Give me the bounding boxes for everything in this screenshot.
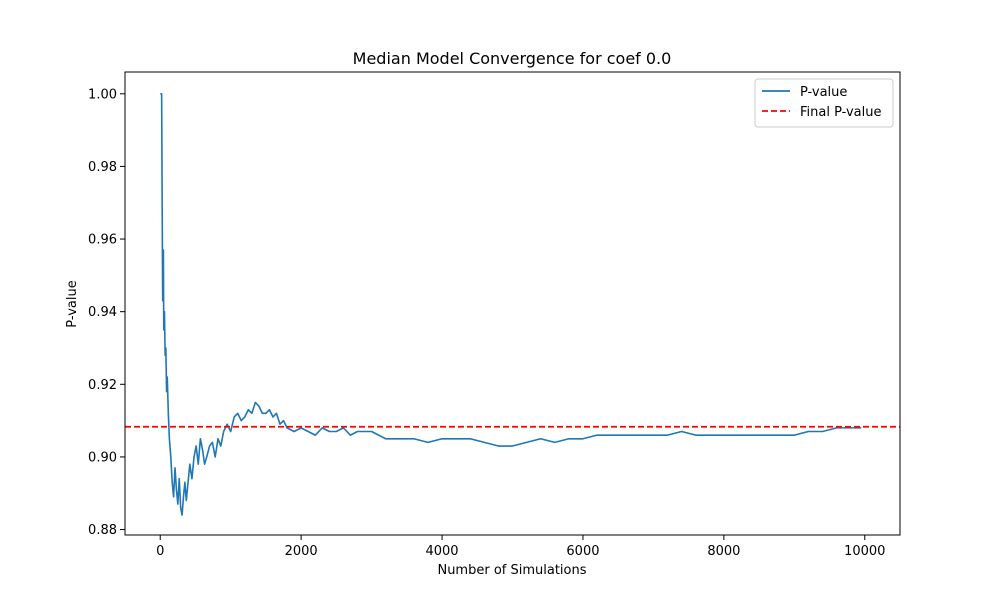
legend-label-final-pvalue: Final P-value xyxy=(800,105,882,120)
x-axis-ticks: 0 2000 4000 6000 8000 10000 xyxy=(156,535,885,559)
plot-area xyxy=(125,72,900,535)
legend: P-value Final P-value xyxy=(754,78,894,128)
y-tick-label: 0.88 xyxy=(88,523,117,538)
x-tick-label: 0 xyxy=(156,544,164,559)
plot-frame xyxy=(124,71,901,536)
series-layer xyxy=(125,92,900,516)
y-tick-label: 0.98 xyxy=(88,160,117,175)
y-tick-label: 1.00 xyxy=(88,87,117,102)
y-axis-label: P-value xyxy=(65,280,80,327)
x-tick-label: 4000 xyxy=(425,544,458,559)
x-tick-label: 10000 xyxy=(844,544,885,559)
legend-label-pvalue: P-value xyxy=(800,85,847,100)
chart-title: Median Model Convergence for coef 0.0 xyxy=(353,49,672,68)
x-tick-label: 2000 xyxy=(285,544,318,559)
x-tick-label: 6000 xyxy=(566,544,599,559)
y-axis-ticks: 0.88 0.90 0.92 0.94 0.96 0.98 1.00 xyxy=(88,87,125,538)
pvalue-series-line xyxy=(160,92,862,516)
y-tick-label: 0.94 xyxy=(88,305,117,320)
y-tick-label: 0.90 xyxy=(88,450,117,465)
x-tick-label: 8000 xyxy=(707,544,740,559)
y-tick-label: 0.92 xyxy=(88,378,117,393)
x-axis-label: Number of Simulations xyxy=(437,563,586,578)
y-tick-label: 0.96 xyxy=(88,233,117,248)
